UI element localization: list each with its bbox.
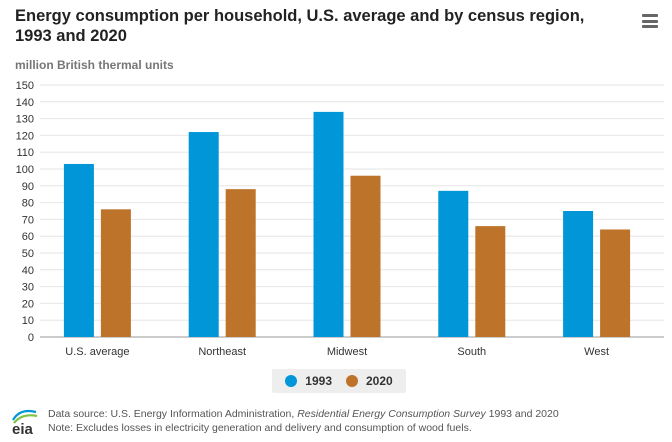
y-tick-label: 40 bbox=[22, 265, 34, 277]
x-tick-label: U.S. average bbox=[65, 346, 129, 358]
y-tick-label: 120 bbox=[16, 130, 34, 142]
source-suffix: 1993 and 2020 bbox=[485, 408, 559, 420]
bar-2020-west[interactable] bbox=[600, 229, 631, 337]
x-tick-label: West bbox=[584, 346, 609, 358]
bar-2020-midwest[interactable] bbox=[350, 175, 381, 337]
bar-1993-west[interactable] bbox=[563, 211, 594, 337]
bar-1993-northeast[interactable] bbox=[188, 132, 219, 337]
bar-1993-midwest[interactable] bbox=[313, 111, 344, 337]
legend-swatch-1993 bbox=[285, 375, 298, 387]
y-tick-label: 70 bbox=[22, 214, 34, 226]
y-tick-label: 130 bbox=[16, 114, 34, 126]
eia-logo: eia bbox=[12, 409, 38, 436]
y-tick-label: 110 bbox=[16, 147, 34, 159]
y-tick-label: 80 bbox=[22, 198, 34, 210]
source-prefix: Data source: U.S. Energy Information Adm… bbox=[48, 408, 298, 420]
footer: eia Data source: U.S. Energy Information… bbox=[10, 404, 660, 438]
bar-1993-south[interactable] bbox=[438, 190, 469, 337]
hamburger-menu-icon[interactable] bbox=[642, 14, 658, 28]
chart-title: Energy consumption per household, U.S. a… bbox=[15, 7, 585, 45]
y-tick-label: 10 bbox=[22, 315, 34, 327]
y-axis-units-label: million British thermal units bbox=[15, 58, 174, 72]
legend-swatch-2020 bbox=[346, 375, 358, 387]
y-tick-label: 50 bbox=[22, 248, 34, 260]
y-tick-label: 150 bbox=[16, 80, 34, 92]
y-tick-label: 30 bbox=[22, 282, 34, 294]
eia-logo-text: eia bbox=[12, 421, 34, 436]
legend-item-2020[interactable]: 2020 bbox=[346, 374, 393, 388]
x-tick-label: South bbox=[457, 346, 486, 358]
y-tick-label: 90 bbox=[22, 181, 34, 193]
bar-chart: 0 10 20 30 40 50 60 70 80 90 100 110 120 130 140 150 U.… bbox=[16, 80, 664, 358]
legend-item-1993[interactable]: 1993 bbox=[285, 374, 332, 388]
source-title: Residential Energy Consumption Survey bbox=[297, 408, 486, 420]
data-source-line: Data source: U.S. Energy Information Adm… bbox=[48, 407, 559, 421]
x-axis-ticks: U.S. average Northeast Midwest South West bbox=[65, 346, 609, 358]
y-tick-label: 140 bbox=[16, 97, 34, 109]
bar-2020-northeast[interactable] bbox=[225, 189, 256, 337]
y-tick-label: 100 bbox=[16, 164, 34, 176]
footer-text: Data source: U.S. Energy Information Adm… bbox=[48, 407, 559, 435]
legend-label-1993: 1993 bbox=[305, 374, 332, 388]
y-tick-label: 20 bbox=[22, 298, 34, 310]
bar-2020-u-s-average[interactable] bbox=[100, 209, 131, 337]
note-line: Note: Excludes losses in electricity gen… bbox=[48, 422, 472, 434]
y-tick-label: 60 bbox=[22, 231, 34, 243]
legend-label-2020: 2020 bbox=[366, 374, 393, 388]
x-tick-label: Midwest bbox=[327, 346, 367, 358]
bar-1993-u-s-average[interactable] bbox=[63, 163, 94, 337]
x-tick-label: Northeast bbox=[198, 346, 246, 358]
bar-2020-south[interactable] bbox=[475, 226, 506, 337]
bars bbox=[63, 111, 631, 337]
y-axis-ticks: 0 10 20 30 40 50 60 70 80 90 100 110 120 130 140 150 bbox=[16, 80, 34, 344]
y-tick-label: 0 bbox=[28, 332, 34, 344]
legend: 1993 2020 bbox=[272, 369, 406, 393]
